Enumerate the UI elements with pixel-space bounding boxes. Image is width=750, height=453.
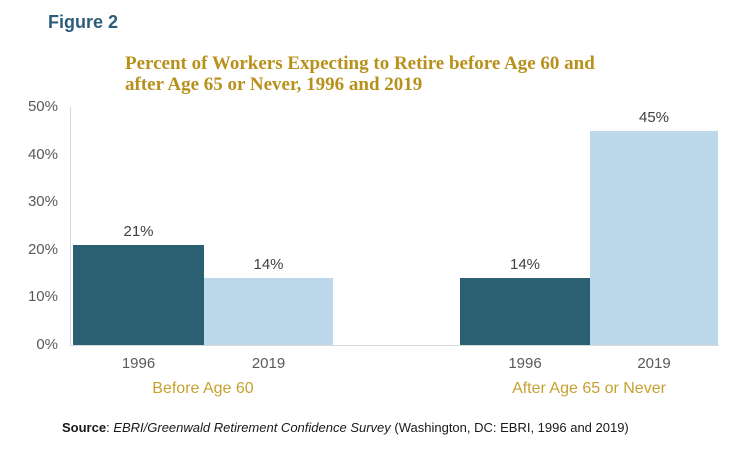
chart-title-line-1: Percent of Workers Expecting to Retire b… — [125, 53, 595, 74]
x-axis-year-label: 2019 — [251, 355, 286, 372]
y-axis-tick-20: 20% — [27, 241, 58, 258]
bar-value-label: 14% — [253, 256, 284, 274]
x-axis-year-label: 2019 — [637, 355, 671, 372]
source-citation: Source: EBRI/Greenwald Retirement Confid… — [62, 420, 629, 435]
bar-after-age-65-2019: 45% 2019 — [590, 109, 718, 372]
group-label-before-age-60: Before Age 60 — [152, 380, 254, 397]
y-axis-tick-0: 0% — [36, 336, 58, 353]
source-publisher: (Washington, DC: EBRI, 1996 and 2019) — [390, 420, 629, 435]
source-separator: : — [106, 420, 114, 435]
bar-before-age-60-1996: 21% 1996 — [73, 223, 204, 372]
bar-value-label: 21% — [123, 223, 154, 240]
y-axis-tick-50: 50% — [27, 98, 58, 115]
source-survey-name: EBRI/Greenwald Retirement Confidence Sur… — [113, 420, 391, 435]
bar-after-age-65-1996: 14% 1996 — [460, 256, 590, 372]
y-axis-tick-10: 10% — [27, 288, 58, 305]
figure-number-label: Figure 2 — [48, 12, 119, 32]
x-axis-year-label: 1996 — [121, 355, 156, 372]
group-label-after-age-65: After Age 65 or Never — [512, 380, 666, 397]
y-axis-tick-30: 30% — [27, 193, 58, 210]
y-axis-line — [70, 107, 71, 345]
y-axis-tick-40: 40% — [27, 146, 58, 163]
bar-value-label: 45% — [638, 108, 670, 126]
chart-title: Percent of Workers Expecting to Retire b… — [125, 53, 595, 95]
bar-value-label: 14% — [509, 256, 541, 274]
x-axis-baseline — [70, 345, 719, 346]
source-label: Source — [62, 420, 107, 435]
bar-before-age-60-2019: 14% 2019 — [204, 256, 333, 372]
x-axis-year-label: 1996 — [508, 355, 542, 372]
chart-title-line-2: after Age 65 or Never, 1996 and 2019 — [125, 74, 423, 95]
